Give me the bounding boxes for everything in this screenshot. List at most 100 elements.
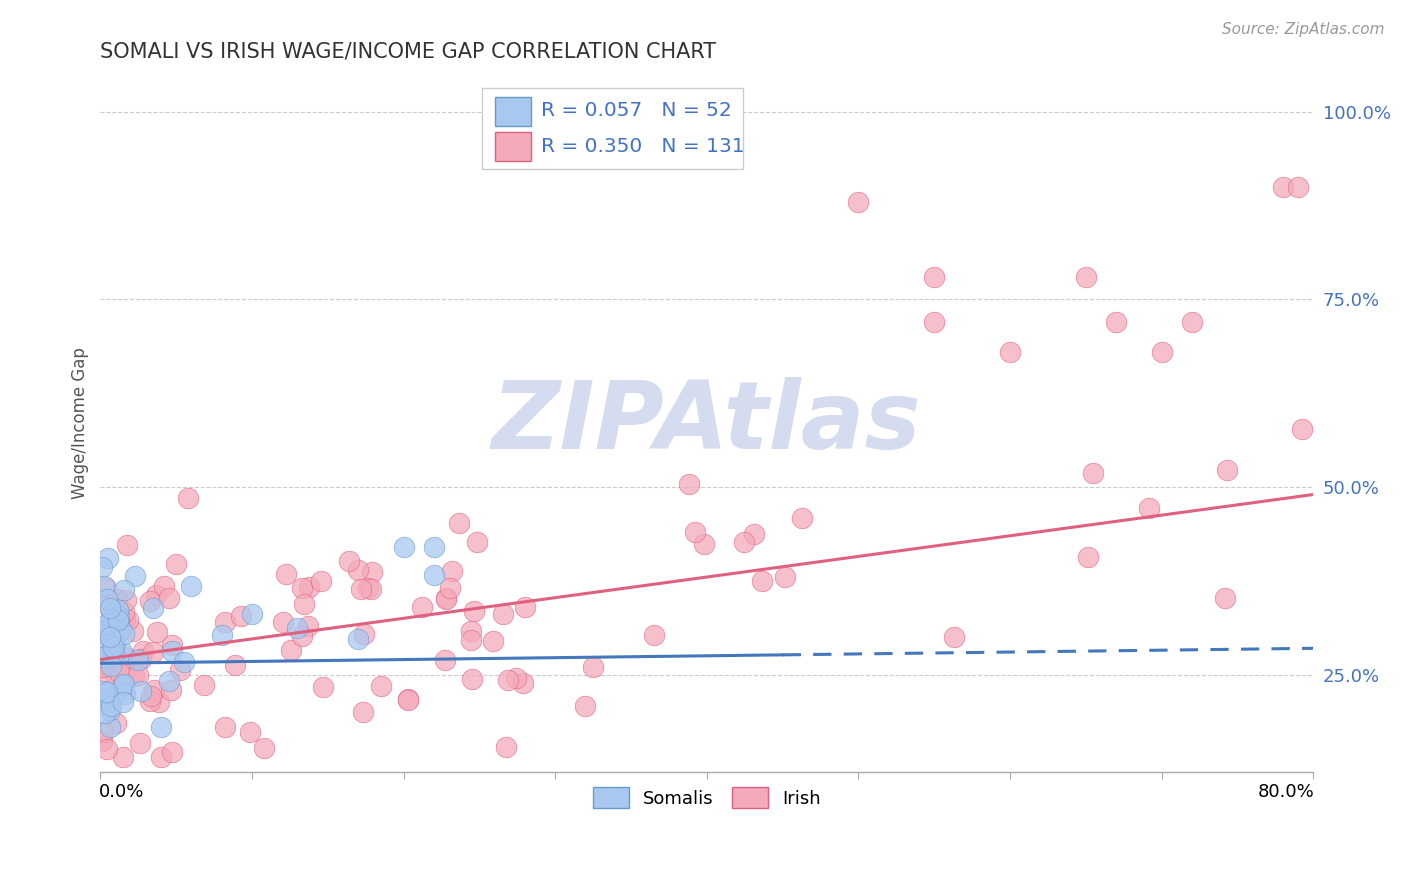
FancyBboxPatch shape bbox=[482, 88, 744, 169]
Point bbox=[1105, 315, 1128, 329]
FancyBboxPatch shape bbox=[495, 97, 531, 126]
Point bbox=[114, 661, 136, 675]
Point bbox=[231, 609, 253, 624]
Point bbox=[177, 491, 200, 505]
Point bbox=[643, 628, 665, 642]
Point bbox=[145, 588, 167, 602]
Point bbox=[773, 570, 796, 584]
Text: R = 0.057   N = 52: R = 0.057 N = 52 bbox=[541, 102, 731, 120]
Point bbox=[280, 643, 302, 657]
Point bbox=[96, 684, 118, 698]
Point bbox=[105, 592, 128, 607]
Point bbox=[495, 740, 517, 755]
Point bbox=[97, 637, 120, 651]
Point bbox=[111, 645, 134, 659]
Point bbox=[352, 705, 374, 719]
Point bbox=[111, 663, 134, 677]
Point bbox=[922, 315, 945, 329]
Point bbox=[461, 672, 484, 686]
Point bbox=[1137, 501, 1160, 516]
Point bbox=[1181, 315, 1204, 329]
Point bbox=[169, 664, 191, 678]
Point bbox=[998, 345, 1021, 359]
Point bbox=[93, 684, 115, 698]
Point bbox=[848, 194, 870, 209]
Point bbox=[100, 698, 122, 713]
Point bbox=[298, 580, 321, 594]
Point bbox=[353, 627, 375, 641]
Text: R = 0.350   N = 131: R = 0.350 N = 131 bbox=[541, 136, 744, 155]
Point bbox=[439, 581, 461, 595]
Point bbox=[742, 526, 765, 541]
Point bbox=[460, 624, 482, 639]
Point bbox=[150, 750, 173, 764]
Point bbox=[157, 591, 180, 605]
Point bbox=[94, 706, 117, 720]
Point bbox=[942, 630, 965, 644]
Point bbox=[224, 657, 246, 672]
Point bbox=[111, 679, 134, 693]
Point bbox=[112, 605, 135, 619]
Point bbox=[98, 668, 121, 682]
Point bbox=[107, 609, 129, 624]
Point bbox=[100, 630, 122, 644]
Point bbox=[465, 534, 488, 549]
Text: ZIPAtlas: ZIPAtlas bbox=[492, 377, 922, 469]
Point bbox=[101, 634, 124, 648]
Point bbox=[350, 582, 373, 596]
Point bbox=[751, 574, 773, 589]
Point bbox=[1286, 180, 1309, 194]
Point bbox=[396, 691, 419, 706]
Text: 80.0%: 80.0% bbox=[1258, 783, 1315, 801]
Point bbox=[515, 600, 537, 615]
Point bbox=[239, 725, 262, 739]
Point bbox=[574, 698, 596, 713]
Point bbox=[98, 703, 121, 717]
Point bbox=[111, 750, 134, 764]
Point bbox=[423, 568, 446, 582]
Point bbox=[90, 559, 112, 574]
Point bbox=[129, 736, 152, 750]
Point bbox=[93, 659, 115, 673]
Point bbox=[91, 724, 114, 739]
Point bbox=[411, 599, 433, 614]
Point bbox=[94, 582, 117, 596]
Point bbox=[253, 740, 276, 755]
Point bbox=[97, 551, 120, 566]
Point bbox=[498, 673, 520, 688]
Point bbox=[139, 593, 162, 607]
Point bbox=[347, 563, 370, 577]
Point bbox=[193, 677, 215, 691]
Point bbox=[117, 614, 139, 628]
Point bbox=[180, 579, 202, 593]
Point bbox=[114, 687, 136, 701]
Point bbox=[107, 615, 129, 629]
Point bbox=[90, 659, 112, 673]
Point bbox=[357, 581, 380, 595]
Point bbox=[107, 602, 129, 616]
Point bbox=[90, 733, 112, 747]
Point bbox=[482, 634, 505, 648]
Point bbox=[142, 682, 165, 697]
Point bbox=[153, 579, 176, 593]
Point bbox=[423, 540, 446, 554]
Point bbox=[112, 627, 135, 641]
Point bbox=[291, 581, 314, 595]
Point bbox=[124, 568, 146, 582]
Point bbox=[114, 610, 136, 624]
Point bbox=[101, 648, 124, 663]
Point bbox=[114, 649, 136, 664]
Point bbox=[142, 601, 165, 615]
Point bbox=[91, 657, 114, 672]
Point bbox=[1077, 549, 1099, 564]
Point bbox=[103, 647, 125, 661]
Point bbox=[463, 604, 485, 618]
Point bbox=[214, 615, 236, 629]
Point bbox=[396, 693, 419, 707]
Point bbox=[107, 625, 129, 640]
Point bbox=[434, 591, 457, 606]
Point bbox=[447, 516, 470, 530]
Point bbox=[93, 579, 115, 593]
Text: 0.0%: 0.0% bbox=[98, 783, 145, 801]
Point bbox=[1074, 270, 1097, 285]
